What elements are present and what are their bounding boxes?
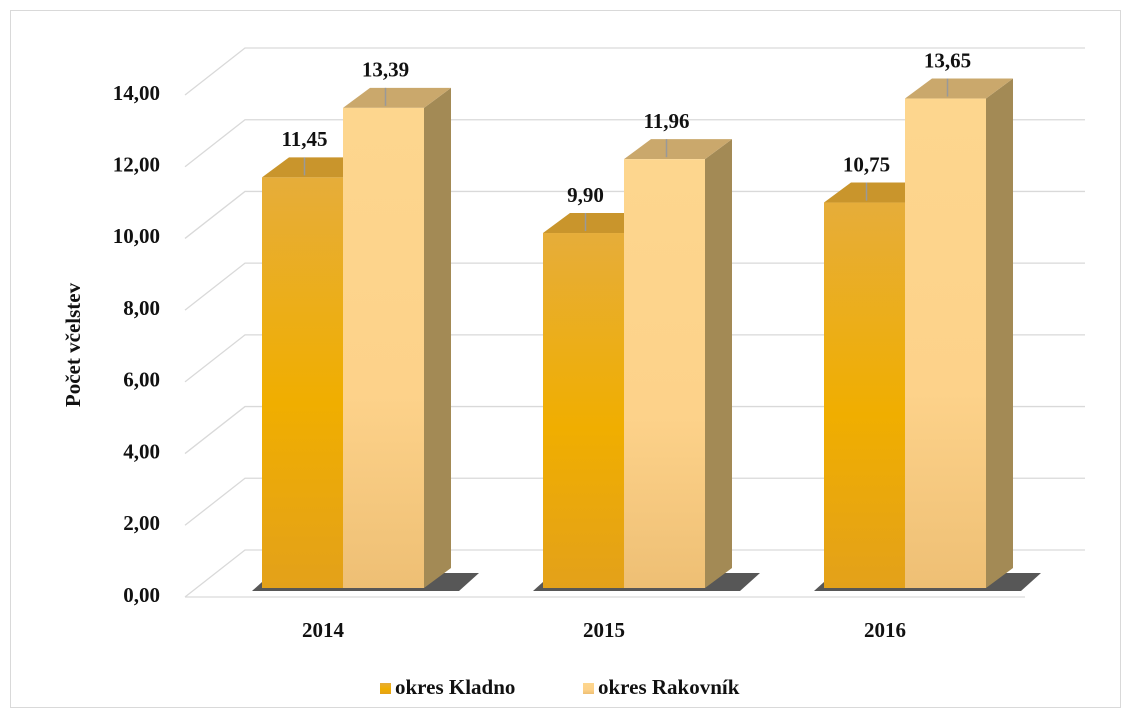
y-tick-label: 10,00 (113, 224, 160, 248)
bar-side (986, 78, 1013, 589)
data-label: 13,65 (924, 48, 971, 72)
bar (543, 233, 624, 588)
x-tick-label: 2014 (302, 618, 345, 642)
y-tick-label: 0,00 (123, 583, 160, 607)
y-tick-label: 8,00 (123, 296, 160, 320)
data-label: 11,45 (281, 127, 327, 151)
y-tick-label: 2,00 (123, 511, 160, 535)
y-tick-label: 12,00 (113, 153, 160, 177)
x-tick-label: 2016 (864, 618, 906, 642)
bar-top (624, 139, 732, 160)
data-label: 9,90 (567, 183, 604, 207)
grid-line (184, 47, 1085, 96)
bar (824, 202, 905, 589)
bar-side (424, 87, 451, 588)
y-axis-title: Počet včelstev (61, 282, 85, 407)
grid-line (184, 405, 1085, 455)
bar (262, 177, 343, 588)
x-tick-label: 2015 (583, 618, 625, 642)
grid-line (184, 119, 1085, 168)
y-tick-label: 14,00 (113, 81, 160, 105)
grid-line (184, 549, 1085, 598)
legend-swatch (583, 683, 594, 694)
grid-line (184, 477, 1085, 526)
chart-border (10, 10, 1121, 708)
grid-line (184, 190, 1085, 239)
legend-label: okres Rakovník (598, 675, 740, 699)
bar (624, 159, 705, 589)
bar-top (905, 78, 1013, 99)
y-tick-label: 4,00 (123, 439, 160, 463)
bar-side (705, 139, 732, 589)
y-tick-label: 6,00 (123, 368, 160, 392)
data-label: 13,39 (362, 58, 409, 82)
data-label: 11,96 (643, 109, 689, 133)
bar (905, 98, 986, 589)
legend-label: okres Kladno (395, 675, 515, 699)
grid-line (184, 334, 1085, 383)
bar-top (343, 87, 451, 108)
data-label: 10,75 (843, 152, 890, 176)
legend-swatch (380, 683, 391, 694)
bar (343, 107, 424, 588)
grid-line (184, 262, 1085, 311)
